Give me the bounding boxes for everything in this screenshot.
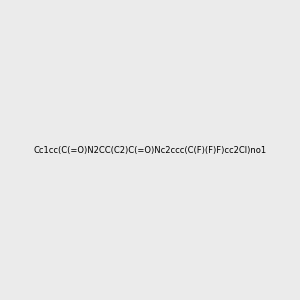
Text: Cc1cc(C(=O)N2CC(C2)C(=O)Nc2ccc(C(F)(F)F)cc2Cl)no1: Cc1cc(C(=O)N2CC(C2)C(=O)Nc2ccc(C(F)(F)F)… <box>33 146 267 154</box>
